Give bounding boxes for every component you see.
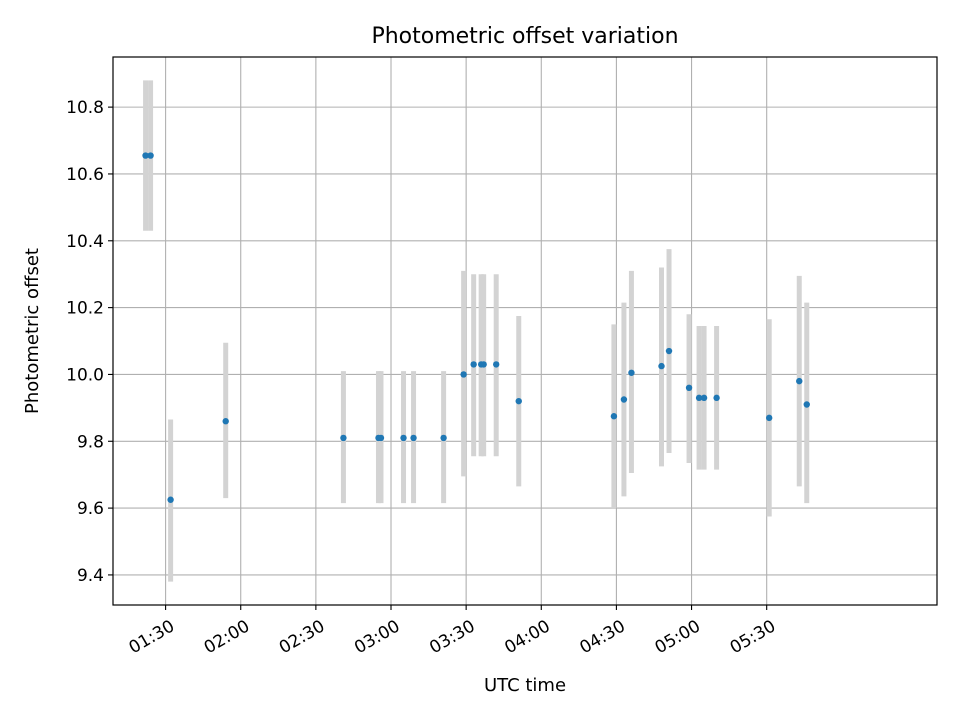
data-point [147,152,154,159]
markers [142,152,810,503]
y-tick-label: 10.2 [66,299,104,319]
plot-frame [112,56,938,606]
data-point [803,401,810,408]
data-point [515,397,522,405]
data-point [620,396,628,403]
y-axis-label: Photometric offset [22,248,43,414]
data-point [628,369,635,376]
data-point [700,394,708,402]
data-point [340,434,347,442]
y-tick-label: 9.8 [77,432,104,452]
grid [113,57,937,605]
data-point [222,418,229,425]
data-point [142,152,149,159]
data-point [665,347,673,355]
data-point [470,361,477,368]
data-point [480,361,487,368]
data-point [685,384,693,392]
data-point [460,371,467,378]
y-tick-label: 10.4 [66,232,104,252]
data-point [440,434,447,442]
y-tick-label: 9.4 [77,566,104,586]
y-tick-label: 10.8 [66,98,104,118]
data-point [695,394,703,402]
y-tick-label: 10.6 [66,165,104,185]
data-point [492,361,500,368]
data-point [713,394,720,402]
data-point [658,362,665,370]
data-point [377,434,385,442]
data-point [765,414,773,422]
data-point [796,377,803,385]
data-point [400,434,407,442]
data-point [610,413,618,420]
y-tick-label: 9.6 [77,499,104,519]
ticks: 01:30 02:00 02:30 03:00 03:30 04:00 04:30 05:00… [66,98,779,658]
data-point [167,496,174,503]
chart-title: Photometric offset variation [371,24,678,49]
y-tick-label: 10.0 [66,365,104,385]
data-point [410,434,417,442]
x-axis-label: UTC time [484,675,566,696]
